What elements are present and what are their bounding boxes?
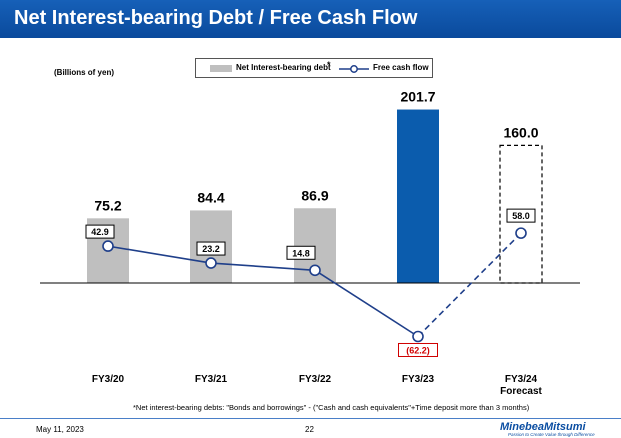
category-sublabel-4: Forecast (500, 386, 542, 397)
title-bar: Net Interest-bearing Debt / Free Cash Fl… (0, 0, 621, 38)
chart: 75.2 84.4 86.9 201.7 160.0 42.9 23.2 14.8 (62.2)… (40, 89, 580, 397)
unit-label: (Billions of yen) (54, 68, 114, 77)
debt-bar-label-0: 75.2 (94, 197, 121, 213)
fcf-line-segment-1 (210, 262, 316, 272)
category-label-3: FY3/23 (402, 374, 435, 385)
footer-date: May 11, 2023 (36, 425, 84, 434)
legend-debt-marker: * (327, 60, 331, 70)
legend-fcf-line-icon (339, 65, 369, 73)
footer-divider (0, 418, 621, 419)
debt-bar-label-4: 160.0 (503, 124, 538, 140)
category-label-2: FY3/22 (299, 374, 332, 385)
fcf-label-box-4 (506, 208, 536, 223)
category-label-1: FY3/21 (195, 374, 228, 385)
fcf-label-4: 58.0 (512, 211, 530, 221)
fcf-point-3 (412, 330, 424, 343)
fcf-label-box-0 (85, 224, 115, 239)
category-label-4: FY3/24 (505, 374, 538, 385)
fcf-point-0 (102, 240, 114, 252)
legend-debt-swatch (210, 65, 232, 72)
legend: Net Interest-bearing debt * Free cash fl… (195, 58, 433, 78)
fcf-line-segment-2 (314, 269, 419, 338)
fcf-label-0: 42.9 (91, 227, 109, 237)
legend-fcf-label: Free cash flow (373, 63, 429, 72)
debt-bar-3 (397, 109, 439, 284)
fcf-label-box-3 (398, 342, 438, 357)
debt-bar-4 (499, 144, 543, 284)
debt-bar-label-3: 201.7 (400, 89, 435, 105)
company-tagline: Passion to Create Value through Differen… (508, 432, 595, 437)
fcf-label-box-2 (286, 245, 316, 260)
company-logo: MinebeaMitsumi (500, 421, 586, 433)
fcf-point-1 (205, 257, 217, 269)
category-label-0: FY3/20 (92, 374, 125, 385)
debt-bar-label-2: 86.9 (301, 187, 328, 203)
fcf-label-1: 23.2 (202, 244, 220, 254)
legend-debt-label: Net Interest-bearing debt (236, 63, 331, 72)
page-number: 22 (305, 425, 314, 434)
fcf-label-2: 14.8 (292, 248, 310, 258)
page-title: Net Interest-bearing Debt / Free Cash Fl… (14, 7, 418, 29)
fcf-point-2 (309, 264, 321, 277)
fcf-line-segment-0 (107, 245, 212, 264)
fcf-line-segment-3 (417, 232, 522, 338)
footnote: *Net interest-bearing debts: "Bonds and … (133, 403, 530, 412)
fcf-label-3: (62.2) (406, 345, 430, 355)
fcf-point-4 (515, 227, 527, 239)
debt-bar-label-1: 84.4 (197, 189, 224, 205)
fcf-label-box-1 (196, 241, 226, 256)
